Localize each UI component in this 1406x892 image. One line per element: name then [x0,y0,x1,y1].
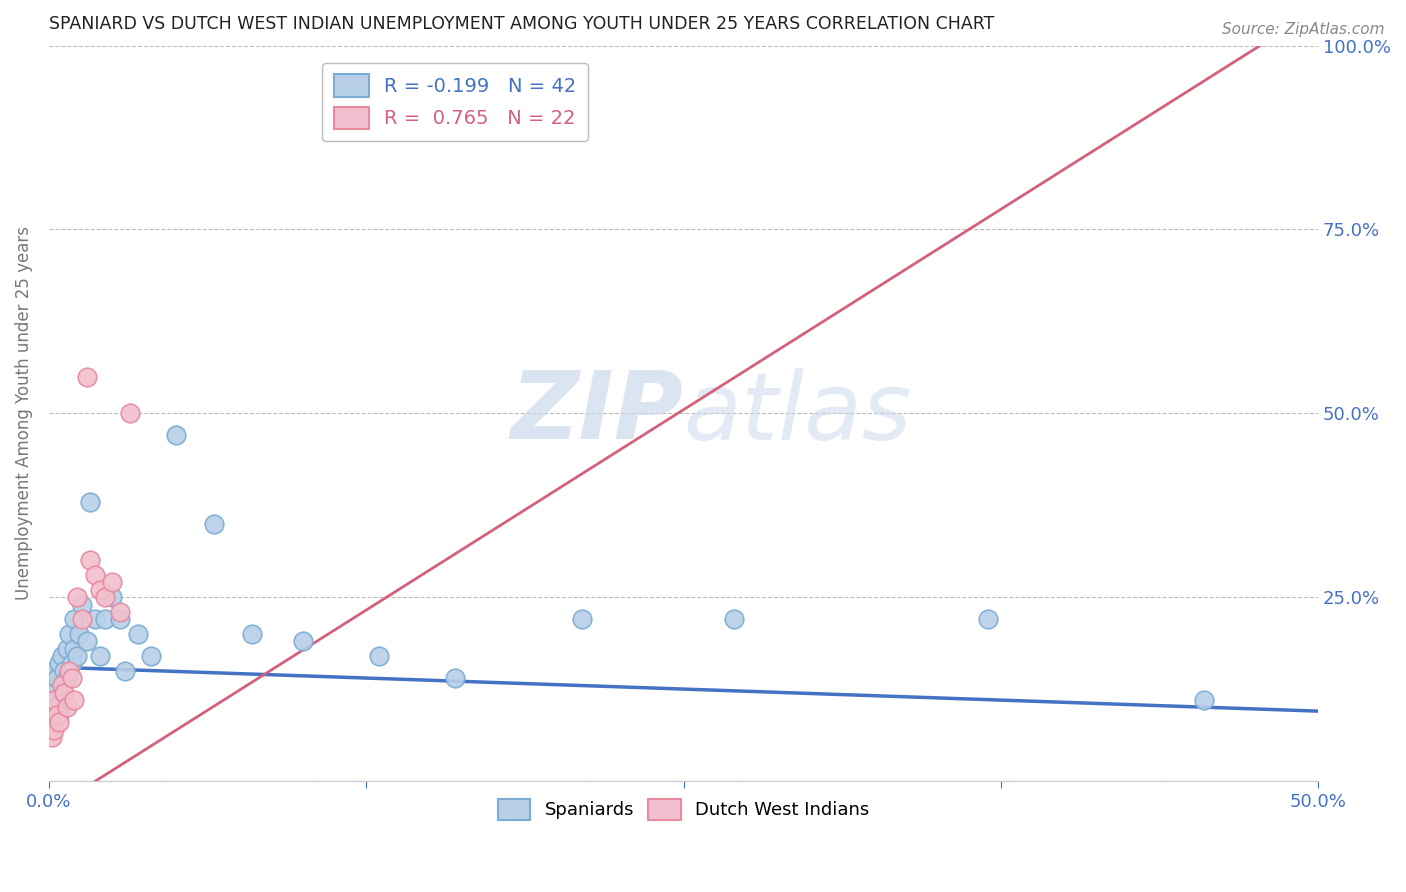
Point [48,715,70,730]
Point [42,693,65,707]
Point [55,641,77,656]
Point [58,664,80,678]
Point [139,648,162,663]
Point [67,627,90,641]
Point [1192,693,1215,707]
Point [723,612,745,626]
Point [94,612,117,626]
Legend: Spaniards, Dutch West Indians: Spaniards, Dutch West Indians [491,792,877,827]
Point [70,612,93,626]
Point [51,686,73,700]
Point [42,686,65,700]
Point [70,598,93,612]
Point [202,516,225,531]
Point [45,700,67,714]
Point [977,612,1000,626]
Point [94,590,117,604]
Point [444,671,467,685]
Point [58,627,80,641]
Point [41,723,63,737]
Point [41,700,63,714]
Point [60,671,83,685]
Point [108,605,131,619]
Point [63,612,86,626]
Point [240,627,263,641]
Text: Source: ZipAtlas.com: Source: ZipAtlas.com [1222,22,1385,37]
Point [291,634,314,648]
Point [48,657,70,671]
Point [41,707,63,722]
Point [114,664,136,678]
Point [63,641,86,656]
Text: atlas: atlas [683,368,912,458]
Point [60,657,83,671]
Point [51,648,73,663]
Text: ZIP: ZIP [510,368,683,459]
Y-axis label: Unemployment Among Youth under 25 years: Unemployment Among Youth under 25 years [15,227,32,600]
Point [53,664,76,678]
Point [53,686,76,700]
Point [55,671,77,685]
Point [42,664,65,678]
Point [83,612,105,626]
Text: SPANIARD VS DUTCH WEST INDIAN UNEMPLOYMENT AMONG YOUTH UNDER 25 YEARS CORRELATIO: SPANIARD VS DUTCH WEST INDIAN UNEMPLOYME… [49,15,994,33]
Point [41,730,63,744]
Point [41,678,63,692]
Point [79,494,101,508]
Point [89,648,111,663]
Point [101,590,124,604]
Point [108,612,131,626]
Point [127,627,149,641]
Point [368,648,391,663]
Point [76,634,98,648]
Point [48,707,70,722]
Point [66,648,89,663]
Point [571,612,593,626]
Point [45,671,67,685]
Point [165,428,187,442]
Point [42,715,65,730]
Point [55,700,77,714]
Point [66,590,89,604]
Point [76,369,98,384]
Point [63,693,86,707]
Point [83,568,105,582]
Point [51,678,73,692]
Point [89,582,111,597]
Point [120,406,142,420]
Point [101,575,124,590]
Point [45,707,67,722]
Point [42,723,65,737]
Point [79,553,101,567]
